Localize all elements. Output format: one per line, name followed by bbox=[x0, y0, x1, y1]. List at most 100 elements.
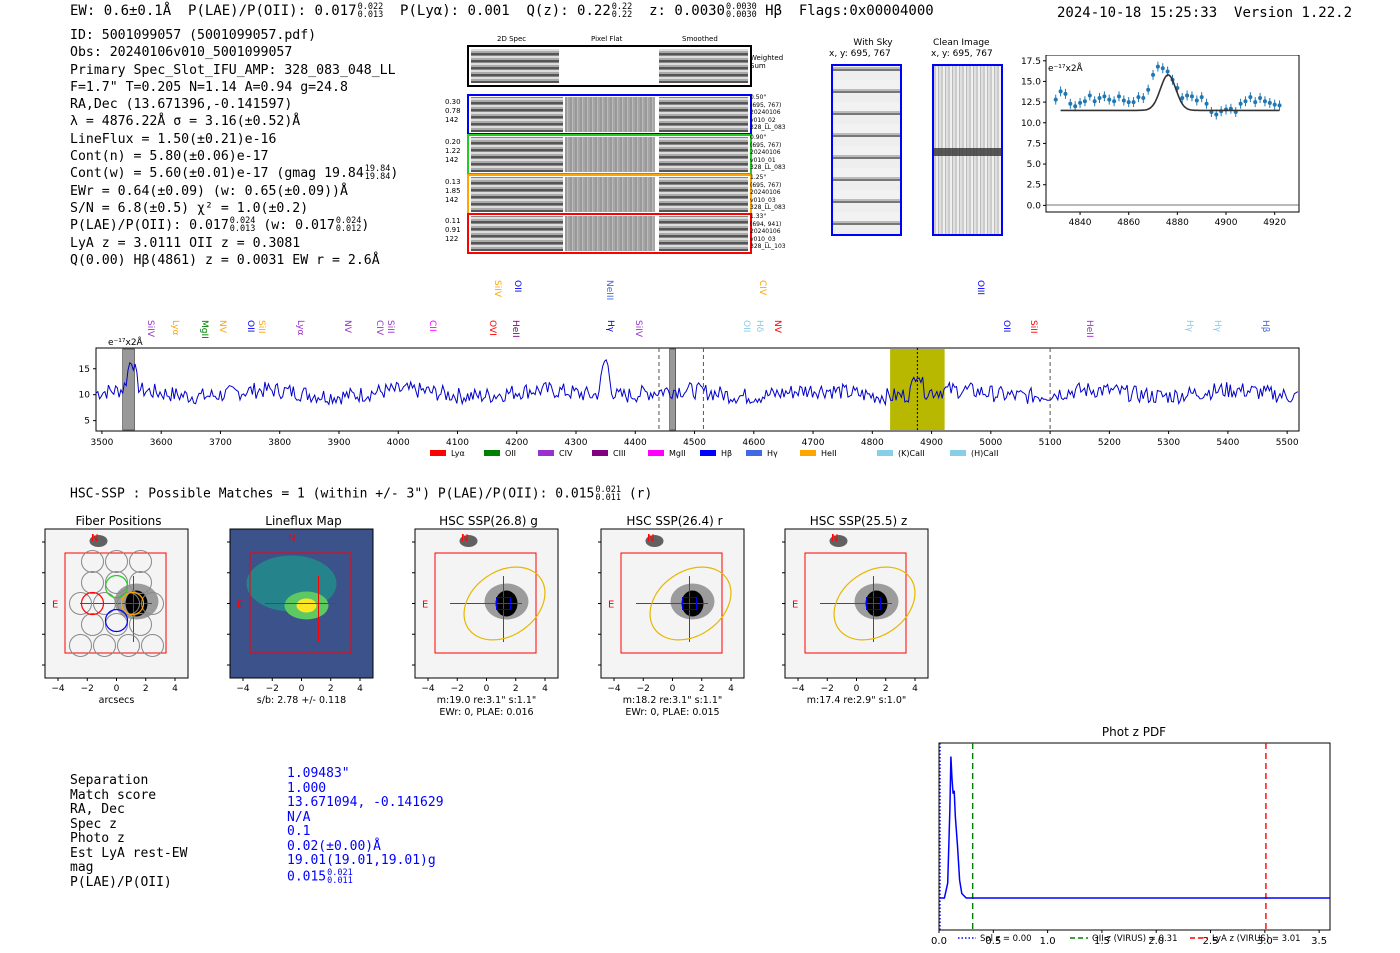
cutout-caption: m:18.2 re:3.1" s:1.1" bbox=[623, 695, 723, 706]
stamp-meta: 0.50" bbox=[750, 94, 767, 101]
cutout-xtick-label: −2 bbox=[821, 684, 834, 694]
spec-legend-label: (K)CaII bbox=[898, 449, 925, 458]
spec-xtick-label: 5000 bbox=[979, 438, 1002, 448]
photz-curve bbox=[939, 756, 1330, 899]
stamp-stat: 122 bbox=[445, 235, 459, 243]
spec-xtick-label: 3900 bbox=[328, 438, 351, 448]
hsc-ellipse bbox=[833, 566, 916, 641]
stamp-meta: v010_03 bbox=[750, 235, 776, 243]
cutout-xtick-label: 4 bbox=[357, 684, 363, 694]
fit-xticks: 4840 4860 4880 4900 4920 bbox=[1069, 212, 1286, 228]
cutout-title: HSC SSP(26.8) g bbox=[439, 514, 538, 528]
spec-lower-line-label: Hγ bbox=[1184, 320, 1194, 333]
stamp-meta: (695, 767) bbox=[750, 181, 782, 189]
spec-legend-label: (H)CaII bbox=[971, 449, 998, 458]
fit-point bbox=[1277, 103, 1282, 108]
match-label-score: Match score bbox=[70, 787, 157, 803]
spec-grey-band bbox=[122, 348, 135, 431]
spec-legend-swatch bbox=[950, 450, 966, 456]
match-label-specz: Spec z bbox=[70, 816, 117, 832]
fit-point bbox=[1253, 100, 1258, 105]
stamp-spec-panel bbox=[659, 97, 748, 132]
info-radec: RA,Dec (13.671396,-0.141597) bbox=[70, 97, 293, 113]
fit-point bbox=[1194, 98, 1199, 103]
spec-lower-line-label: OII bbox=[245, 320, 255, 332]
fit-xtick-label: 4840 bbox=[1069, 218, 1092, 228]
photz-legend-label: Sol z = 0.00 bbox=[980, 934, 1032, 944]
photz-title: Phot z PDF bbox=[1102, 725, 1166, 739]
spec-ytick-label: 15 bbox=[79, 365, 90, 375]
spec-xtick-label: 4900 bbox=[920, 438, 943, 448]
cutout-aperture-box bbox=[804, 552, 907, 654]
photz-xtick-label: 3.5 bbox=[1311, 936, 1327, 947]
spec-legend-label: OII bbox=[505, 449, 516, 458]
stamp-meta: 328_LL_083 bbox=[750, 164, 786, 171]
stamp-row-meta: 0.50" (695, 767) 20240106 v010_02 328_LL_083 bbox=[750, 94, 786, 132]
cutout-title: HSC SSP(26.4) r bbox=[626, 514, 722, 528]
spec-legend-label: HeII bbox=[821, 449, 837, 458]
photz-pdf-plot: Phot z PDF 0.0 0.5 1.0 1.5 2.0 2.5 3.0 3.5 Sol … bbox=[931, 725, 1331, 947]
cutout-xtick-label: 0 bbox=[484, 684, 490, 694]
spec-legend-label: Lyα bbox=[451, 449, 465, 458]
spec-xtick-label: 3800 bbox=[268, 438, 291, 448]
spec-xtick-label: 3500 bbox=[90, 438, 113, 448]
spec-legend-swatch bbox=[648, 450, 664, 456]
match-value-radec: 13.671094, -0.141629 bbox=[287, 795, 444, 810]
match-value-separation: 1.09483" bbox=[287, 766, 350, 781]
stamp-row bbox=[467, 134, 752, 175]
spec-upper-line-label: OIII bbox=[975, 280, 985, 295]
spec-xtick-label: 4300 bbox=[565, 438, 588, 448]
spec-xtick-label: 3600 bbox=[150, 438, 173, 448]
stamp-row-stats: 0.13 1.85 142 bbox=[445, 178, 461, 205]
spec-lower-line-label: Hγ bbox=[605, 320, 615, 333]
fit-ytick-label: 0.0 bbox=[1027, 201, 1042, 211]
spec-legend-label: Hβ bbox=[721, 449, 732, 458]
stamp-stat: 0.11 bbox=[445, 217, 461, 225]
fit-point bbox=[1068, 101, 1073, 106]
stamp-flat-panel bbox=[565, 216, 655, 251]
spec-lower-line-label: SiII bbox=[1028, 320, 1038, 334]
spec-legend-label: CIII bbox=[613, 449, 626, 458]
photz-xtick-label: 0.5 bbox=[985, 936, 1001, 947]
fit-point bbox=[1189, 94, 1194, 99]
cutout-xtick-label: −2 bbox=[81, 684, 94, 694]
header-plya: P(Lyα): 0.001 bbox=[400, 3, 510, 19]
photz-xtick-label: 1.5 bbox=[1094, 936, 1110, 947]
hsc-pixel-box bbox=[866, 597, 881, 610]
cutout-xtick-label: 0 bbox=[114, 684, 120, 694]
info-lambda: λ = 4876.22Å σ = 3.16(±0.52)Å bbox=[70, 114, 301, 130]
east-label: E bbox=[608, 600, 614, 611]
spec-xtick-label: 5500 bbox=[1276, 438, 1299, 448]
weighted-sum-label: Weighted Sum bbox=[750, 54, 784, 70]
spec-legend: Lyα OII CIV CIII MgII Hβ Hγ HeII (K)CaII (H)CaII bbox=[430, 449, 998, 458]
fit-point bbox=[1258, 95, 1263, 100]
stamp-meta: 328_LL_083 bbox=[750, 204, 786, 211]
info-contw: Cont(w) = 5.60(±0.01)e-17 (gmag 19.84 19.… bbox=[70, 164, 399, 183]
stamp-flat-panel bbox=[565, 177, 655, 212]
stamp-row-meta: 1.25" (695, 767) 20240106 v010_03 328_LL_083 bbox=[750, 174, 786, 212]
fit-ytick-label: 10.0 bbox=[1021, 119, 1041, 129]
east-label: E bbox=[237, 600, 243, 611]
cutout-title: Lineflux Map bbox=[265, 514, 341, 528]
weighted-2d bbox=[471, 49, 559, 83]
photz-legend-label: LyA z (VIRUS) = 3.01 bbox=[1212, 934, 1301, 944]
fiber-circle bbox=[69, 592, 92, 615]
cutout-xtick-label: −4 bbox=[51, 684, 65, 694]
spec-legend-swatch bbox=[484, 450, 500, 456]
info-obs: Obs: 20240106v010_5001099057 bbox=[70, 45, 293, 61]
fit-point bbox=[1107, 97, 1112, 102]
spec-lower-line-label: CII bbox=[427, 320, 437, 332]
stamp-row-stats: 0.11 0.91 122 bbox=[445, 217, 461, 244]
stamp-col-pixelflat: Pixel Flat bbox=[591, 35, 623, 43]
spec-xtick-label: 4800 bbox=[861, 438, 884, 448]
spec-xtick-label: 4400 bbox=[624, 438, 647, 448]
stamp-stat: 142 bbox=[445, 116, 459, 124]
match-value-specz: N/A bbox=[287, 809, 311, 825]
cutout-aperture-box bbox=[620, 552, 723, 654]
spec-xtick-label: 4200 bbox=[505, 438, 528, 448]
fiber-circle bbox=[141, 634, 164, 657]
